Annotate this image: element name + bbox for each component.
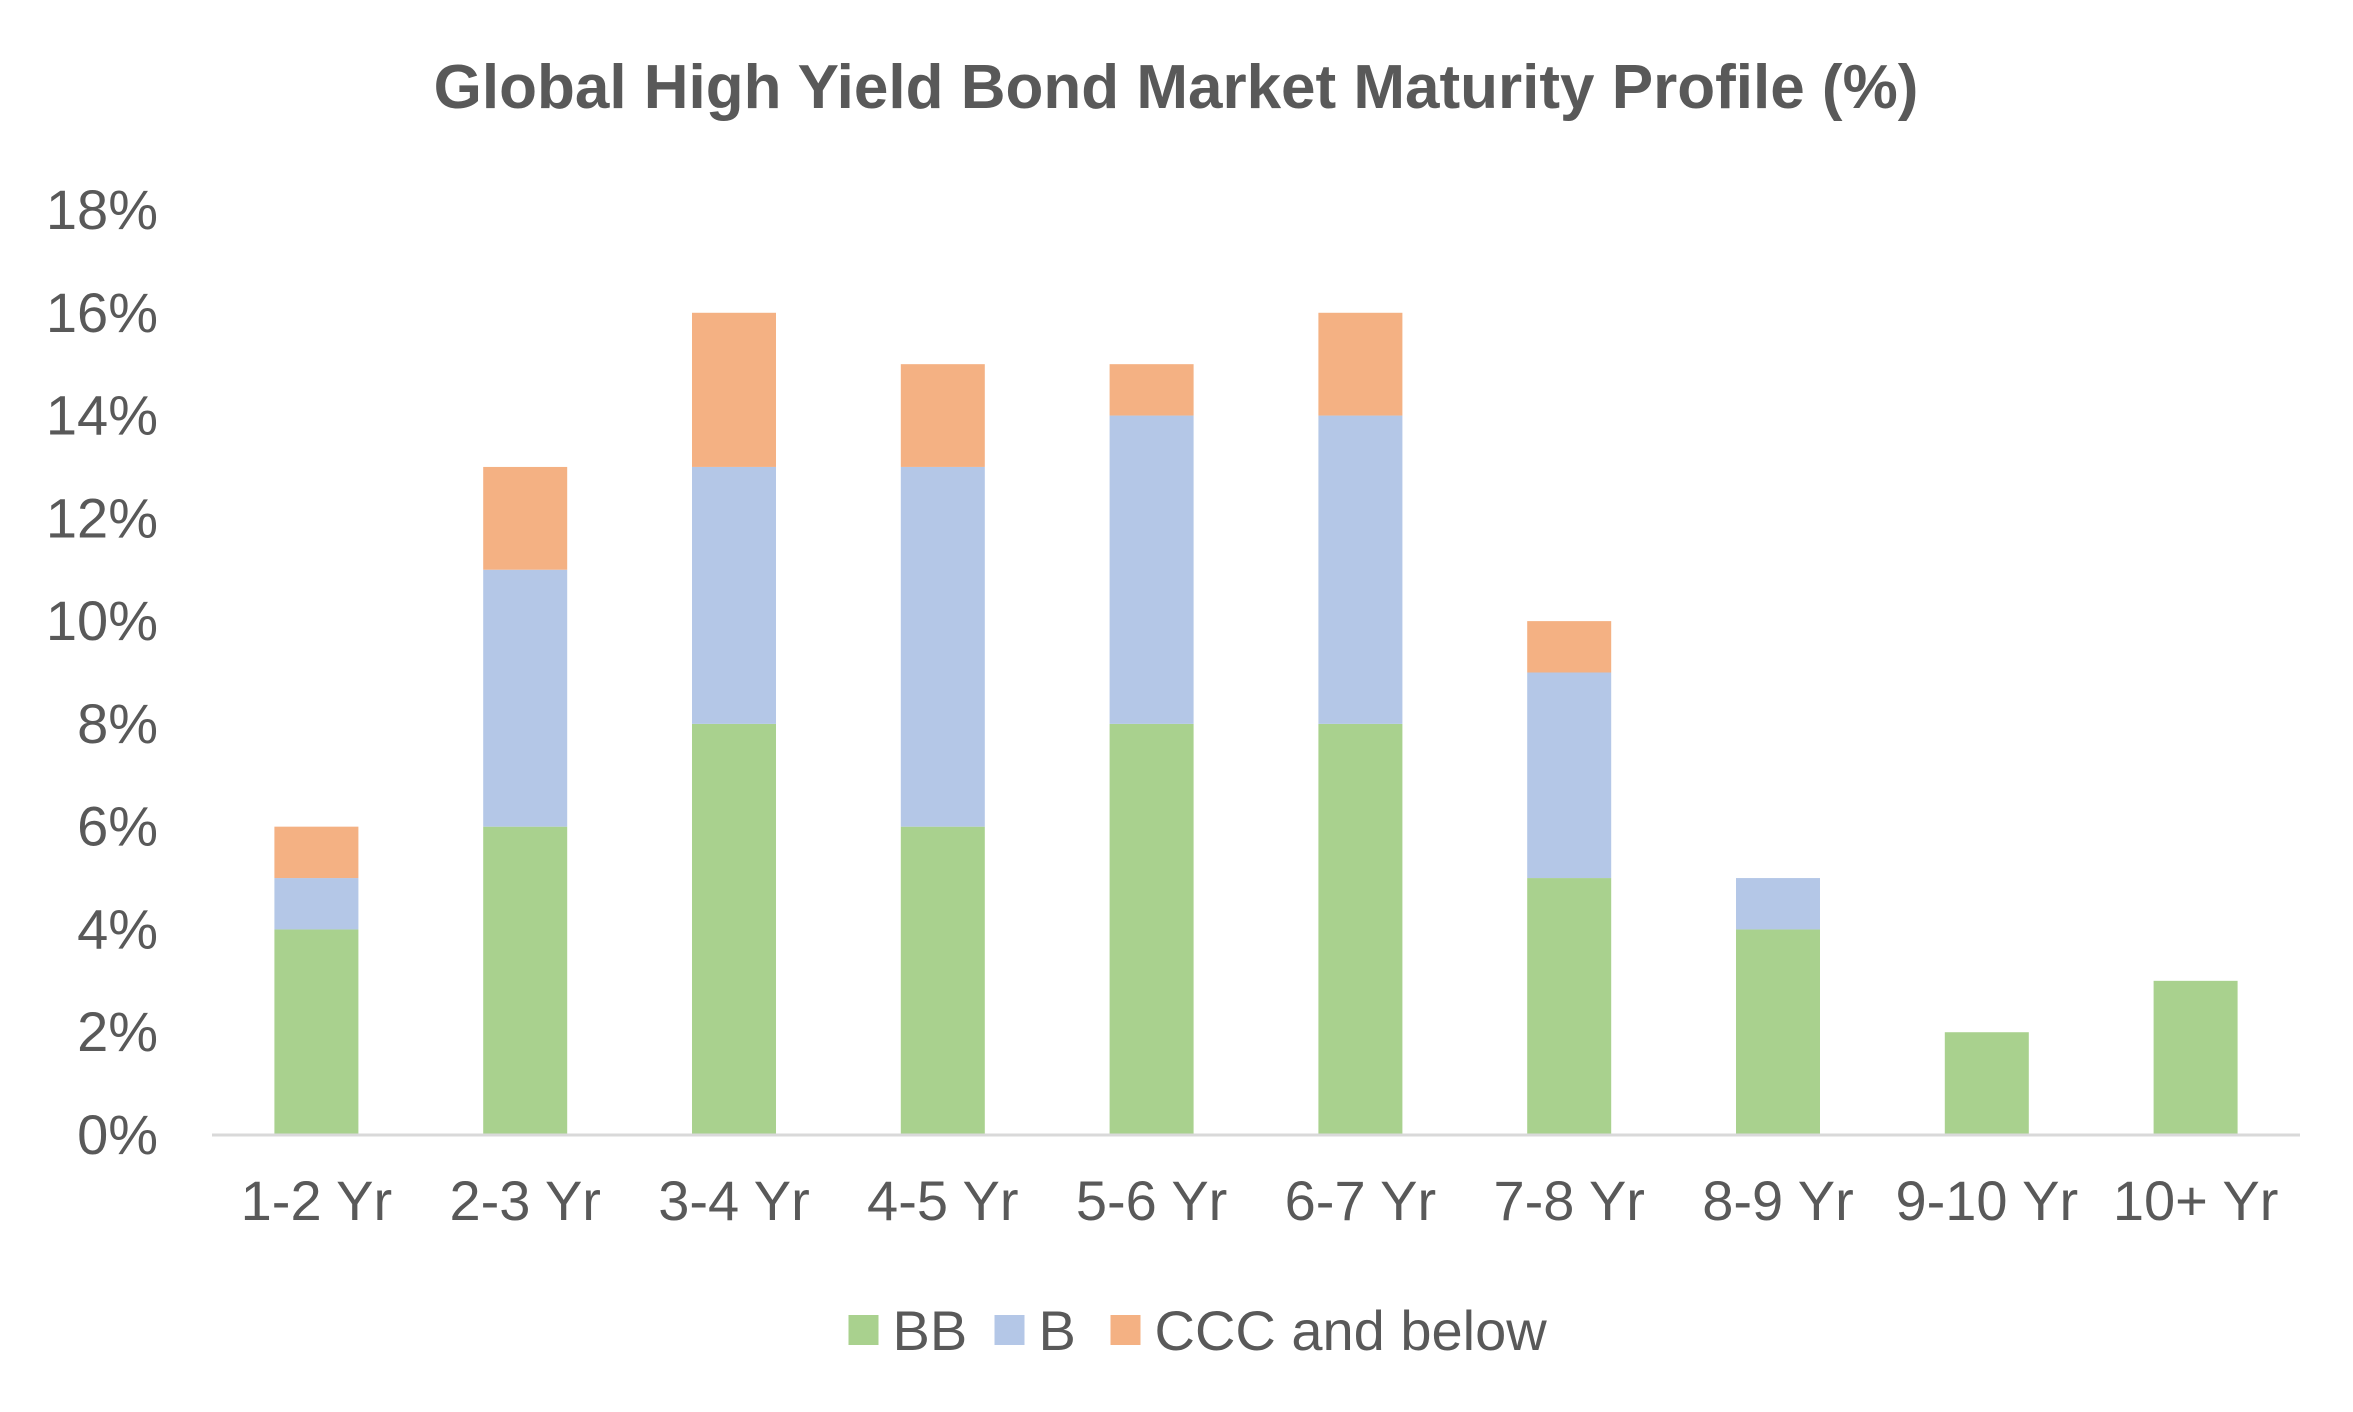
bar-segment-bb xyxy=(1736,929,1820,1135)
legend-label: B xyxy=(1039,1299,1076,1362)
legend-label: CCC and below xyxy=(1155,1299,1548,1362)
x-tick-label: 7-8 Yr xyxy=(1493,1169,1644,1232)
bar-segment-bb xyxy=(692,723,776,1135)
x-tick-label: 8-9 Yr xyxy=(1702,1169,1853,1232)
bar-segment-ccc-and-below xyxy=(1527,621,1612,673)
bar-segment-bb xyxy=(1527,878,1612,1135)
bar-segment-ccc-and-below xyxy=(900,364,985,467)
bar-segment-bb xyxy=(900,826,985,1135)
legend: BB B CCC and below xyxy=(848,1299,1548,1362)
y-tick-label: 0% xyxy=(77,1103,158,1166)
bar-segment-ccc-and-below xyxy=(692,312,776,467)
bars xyxy=(274,312,2238,1135)
y-tick-label: 14% xyxy=(46,384,158,447)
x-tick-label: 6-7 Yr xyxy=(1285,1169,1436,1232)
bar-segment-b xyxy=(274,878,359,930)
bar-segment-bb xyxy=(1944,1032,2029,1135)
chart-title: Global High Yield Bond Market Maturity P… xyxy=(434,53,1919,122)
x-tick-label: 10+ Yr xyxy=(2113,1169,2279,1232)
x-tick-label: 2-3 Yr xyxy=(449,1169,600,1232)
bar-segment-ccc-and-below xyxy=(483,466,568,570)
y-tick-label: 16% xyxy=(46,281,158,344)
bar-segment-b xyxy=(1318,415,1403,724)
bar-segment-b xyxy=(1109,415,1194,724)
y-tick-label: 10% xyxy=(46,589,158,652)
x-tick-label: 4-5 Yr xyxy=(867,1169,1018,1232)
bar-segment-ccc-and-below xyxy=(274,826,359,879)
x-tick-label: 9-10 Yr xyxy=(1895,1169,2078,1232)
bar-segment-b xyxy=(900,466,985,827)
legend-label: BB xyxy=(893,1299,968,1362)
x-axis-labels: 1-2 Yr 2-3 Yr 3-4 Yr 4-5 Yr 5-6 Yr 6-7 Yr 7-8 … xyxy=(241,1169,2279,1232)
y-tick-label: 18% xyxy=(46,178,158,241)
legend-swatch-ccc-and-below xyxy=(1110,1315,1141,1345)
bar-segment-bb xyxy=(1109,723,1194,1135)
bar-segment-b xyxy=(483,569,568,827)
y-tick-label: 4% xyxy=(77,897,158,960)
bar-segment-b xyxy=(692,466,776,724)
bar-segment-ccc-and-below xyxy=(1318,312,1403,416)
legend-swatch-b xyxy=(994,1315,1025,1345)
y-tick-label: 12% xyxy=(46,486,158,549)
y-tick-label: 8% xyxy=(77,692,158,755)
bar-segment-ccc-and-below xyxy=(1109,364,1194,416)
bar-segment-b xyxy=(1736,878,1820,930)
bar-segment-bb xyxy=(274,929,359,1135)
y-tick-label: 2% xyxy=(77,1000,158,1063)
legend-swatch-bb xyxy=(848,1315,879,1345)
bar-segment-bb xyxy=(1318,723,1403,1135)
bar-segment-bb xyxy=(2153,980,2238,1135)
bar-segment-bb xyxy=(483,826,568,1135)
y-tick-label: 6% xyxy=(77,795,158,858)
y-axis-labels: 0% 2% 4% 6% 8% 10% 12% 14% 16% 18% xyxy=(46,178,158,1166)
bar-segment-b xyxy=(1527,672,1612,879)
x-tick-label: 1-2 Yr xyxy=(241,1169,392,1232)
x-tick-label: 3-4 Yr xyxy=(658,1169,809,1232)
x-tick-label: 5-6 Yr xyxy=(1076,1169,1227,1232)
